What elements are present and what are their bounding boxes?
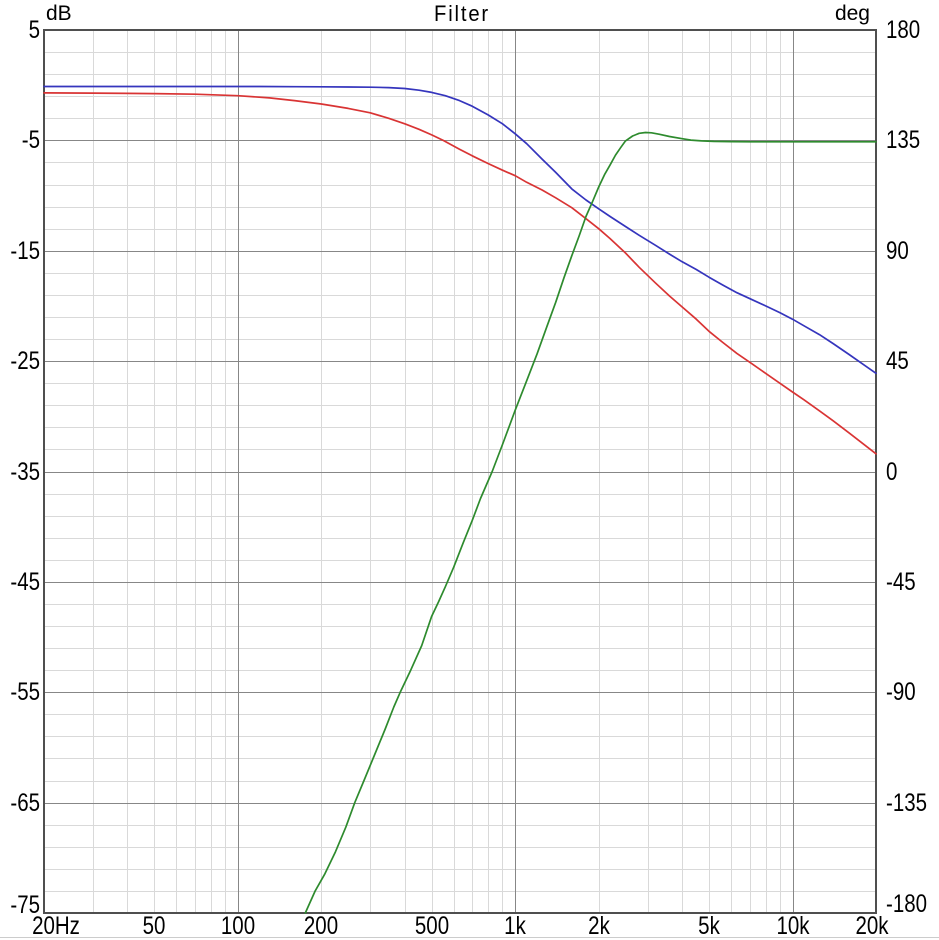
x-tick-label: 5k [698,912,720,940]
curves [43,85,877,914]
y-right-tick-label: -45 [886,567,916,596]
y-left-tick-label: -15 [10,236,40,265]
right-axis-unit-label: deg [834,2,870,25]
window-bottom-divider [0,937,939,938]
y-right-tick-label: 135 [886,126,921,155]
y-left-tick-label: 5 [28,16,40,44]
y-right-tick-label: 90 [886,236,909,265]
y-left-tick-label: -65 [10,788,40,817]
y-right-tick-label: -90 [886,678,916,707]
x-tick-label: 200 [304,912,339,940]
y-left-tick-label: -25 [10,347,40,376]
major-gridlines [44,30,876,913]
y-right-tick-label: -135 [886,788,928,817]
x-tick-label: 50 [142,912,166,940]
y-left-tick-label: -55 [10,678,40,707]
y-right-tick-label: 0 [886,457,898,486]
y-right-tick-label: 180 [886,16,921,44]
plot-border [43,29,877,914]
x-tick-label: 100 [220,912,255,940]
y-left-tick-label: -75 [10,891,40,919]
x-tick-label: 2k [587,912,610,940]
blue-curve [43,85,877,375]
x-tick-label: 1k [504,912,526,940]
y-left-tick-label: -45 [10,567,40,596]
y-right-tick-label: -180 [886,890,928,918]
y-right-tick-label: 45 [886,347,909,376]
left-axis-unit-label: dB [46,2,72,25]
x-tick-label: 20Hz [32,912,80,940]
minor-gridlines [44,30,876,913]
y-left-tick-label: -35 [10,457,40,486]
x-tick-label: 20k [855,912,889,940]
chart-title: Filter [433,1,491,26]
x-tick-label: 10k [775,912,810,940]
green-curve [304,131,877,914]
y-left-tick-label: -5 [21,126,40,155]
red-curve [43,92,877,455]
x-tick-label: 500 [414,912,449,940]
